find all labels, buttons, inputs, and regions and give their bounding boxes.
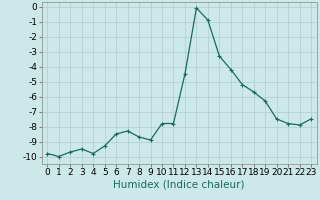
X-axis label: Humidex (Indice chaleur): Humidex (Indice chaleur): [114, 180, 245, 190]
